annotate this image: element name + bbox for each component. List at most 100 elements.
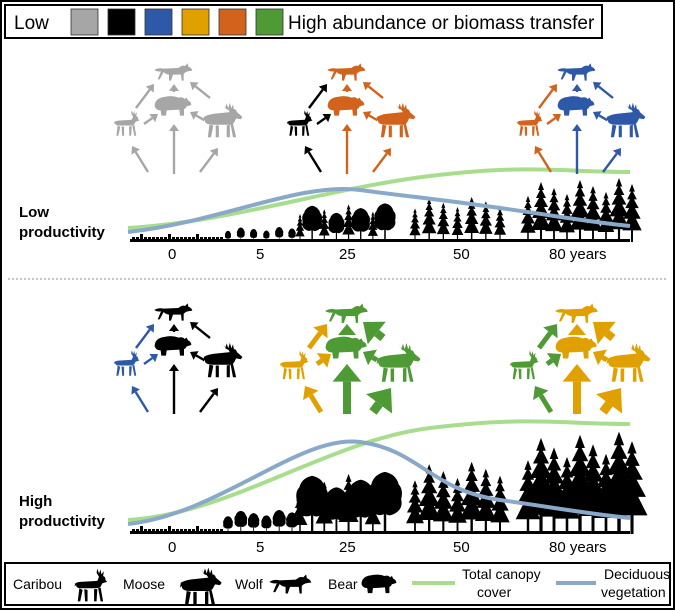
- tick-label: 0: [168, 246, 176, 263]
- tick-label: 50: [453, 539, 470, 556]
- shrub: [192, 529, 195, 534]
- wolf-icon: [154, 63, 193, 81]
- arrow-bear-to-wolf: [338, 324, 356, 335]
- legend-swatches: [70, 8, 284, 36]
- shrub: [220, 237, 223, 242]
- arrow-moose-to-wolf: [363, 321, 386, 345]
- food-web-stage-25: [279, 303, 421, 415]
- caribou-icon: [516, 110, 543, 136]
- arrow-moose-to-bear: [593, 349, 609, 366]
- shrub: [168, 234, 171, 239]
- food-web-stage-80: [509, 303, 651, 415]
- arrow-caribou-to-wolf: [537, 324, 558, 350]
- key-caribou-label: Caribou: [13, 576, 62, 592]
- key-wolf-label: Wolf: [235, 576, 263, 592]
- conifer-tree: [436, 202, 450, 242]
- deciduous-tree: [302, 205, 323, 242]
- conifer-tree: [451, 206, 464, 242]
- tick-label: 5: [256, 246, 264, 263]
- moose-icon: [606, 102, 646, 138]
- arrow-caribou-to-wolf: [306, 324, 328, 350]
- legend-low-label: Low: [14, 13, 49, 34]
- shrub: [152, 237, 155, 242]
- conifer-tree: [493, 205, 507, 242]
- shrub: [164, 237, 167, 242]
- arrow-vegetation-to-bear: [562, 364, 592, 414]
- caribou-icon: [286, 110, 313, 136]
- panel-low-productivity: [113, 63, 646, 242]
- arrow-vegetation-to-moose: [366, 388, 393, 415]
- conifer-tree: [406, 480, 424, 534]
- shrub: [212, 237, 215, 242]
- shrub: [204, 529, 207, 534]
- legend-bar: Low High abundance or biomass transfer: [4, 4, 603, 39]
- shrub: [168, 526, 171, 531]
- total-canopy-curve: [127, 419, 631, 522]
- arrow-caribou-to-bear: [143, 114, 158, 125]
- arrow-caribou-to-wolf: [135, 324, 154, 349]
- deciduous-tree: [272, 509, 286, 534]
- shrub: [208, 237, 211, 242]
- arrow-vegetation-to-moose: [596, 388, 623, 415]
- shrub: [188, 529, 191, 534]
- food-web-stage-0: [113, 303, 243, 414]
- arrow-moose-to-wolf: [593, 321, 616, 345]
- arrow-vegetation-to-caribou: [304, 146, 323, 173]
- arrow-vegetation-to-bear: [169, 124, 179, 174]
- food-web-stage-25: [286, 63, 416, 174]
- tick-label: 80 years: [549, 539, 607, 556]
- bear-icon: [154, 336, 192, 356]
- shrub: [132, 237, 135, 242]
- arrow-vegetation-to-bear: [332, 364, 362, 414]
- arrow-moose-to-bear: [363, 111, 378, 122]
- moose-icon: [376, 343, 421, 382]
- key-moose-label: Moose: [123, 576, 165, 592]
- bear-icon: [325, 336, 367, 359]
- legend-high-label: High abundance or biomass transfer: [288, 13, 595, 34]
- legend-swatch-blue: [144, 8, 173, 36]
- caribou-icon: [279, 350, 309, 380]
- shrub: [200, 529, 203, 534]
- conifer-tree: [409, 208, 421, 242]
- shrub: [156, 529, 159, 534]
- shrub: [184, 529, 187, 534]
- conifer-tree: [520, 195, 536, 242]
- shrub: [164, 529, 167, 534]
- conifer-tree: [597, 191, 615, 242]
- deciduous-tree: [234, 510, 248, 534]
- deciduous-vegetation-curve: [127, 187, 631, 234]
- arrow-moose-to-bear: [363, 349, 379, 366]
- wolf-icon: [557, 63, 596, 81]
- shrub: [212, 529, 215, 534]
- shrub: [140, 526, 143, 531]
- arrow-bear-to-wolf: [169, 84, 179, 92]
- arrow-vegetation-to-moose: [199, 388, 218, 413]
- arrow-caribou-to-bear: [316, 114, 331, 125]
- moose-icon: [606, 343, 651, 382]
- species-key: Caribou Moose Wolf Bear Total canopy cov…: [4, 562, 671, 606]
- arrow-vegetation-to-bear: [169, 364, 179, 414]
- shrub: [180, 529, 183, 534]
- bear-icon: [327, 96, 365, 116]
- arrow-vegetation-to-caribou: [131, 386, 150, 413]
- shrub: [180, 237, 183, 242]
- caribou-icon: [509, 350, 539, 380]
- moose-icon: [376, 102, 416, 138]
- deciduous-tree: [247, 513, 260, 534]
- deciduous-tree: [328, 212, 345, 242]
- shrub: [136, 237, 139, 242]
- shrub: [192, 237, 195, 242]
- arrow-moose-to-wolf: [190, 82, 211, 99]
- shrub: [152, 529, 155, 534]
- shrub: [176, 237, 179, 242]
- arrow-caribou-to-bear: [143, 354, 158, 365]
- bear-icon: [555, 336, 597, 359]
- tick-label: 25: [339, 539, 356, 556]
- legend-swatch-orange: [218, 8, 247, 36]
- arrow-vegetation-to-caribou: [131, 146, 150, 173]
- key-deciduous-line1: Deciduous: [604, 566, 670, 582]
- key-bear-label: Bear: [328, 576, 358, 592]
- shrub: [160, 529, 163, 534]
- conifer-tree: [417, 464, 441, 534]
- shrub: [176, 529, 179, 534]
